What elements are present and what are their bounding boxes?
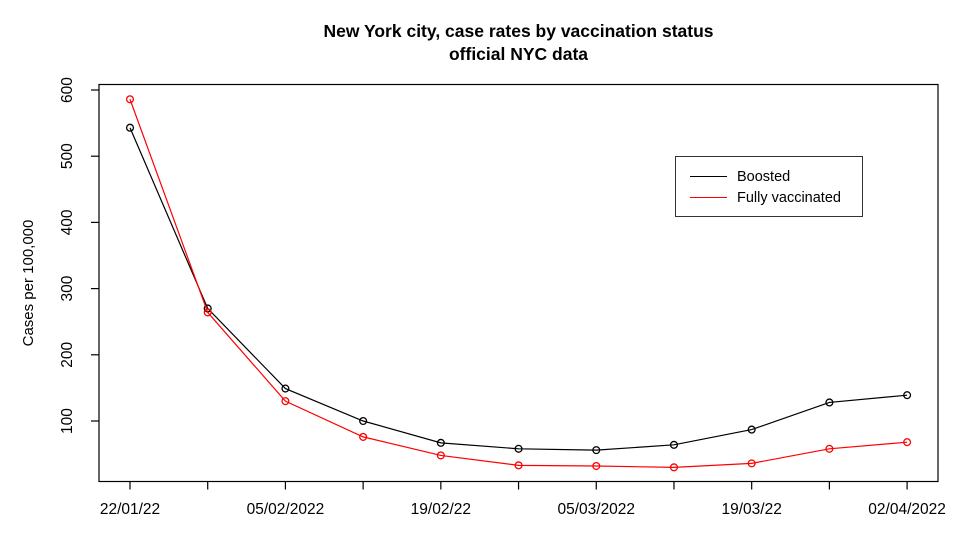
data-point [825,398,834,407]
y-tick-label: 100 [59,408,76,434]
chart-subtitle: official NYC data [448,43,589,64]
data-point [436,438,445,447]
data-point [825,444,834,453]
legend-label: Boosted [737,168,791,185]
data-point [669,463,679,472]
x-tick-label: 05/03/2022 [557,501,635,518]
data-point [125,123,135,132]
chart-title: New York city, case rates by vaccination… [323,21,714,41]
legend-line-sample-boosted [690,176,727,177]
data-point [592,461,601,471]
data-point [514,444,523,453]
legend-entry-boosted: Boosted [676,166,862,187]
data-point [436,451,445,460]
legend-line-sample-fully-vaccinated [690,197,727,198]
x-tick-label: 19/02/22 [411,501,471,518]
legend-box: Boosted Fully vaccinated [675,156,863,217]
data-point [903,391,912,400]
series-line-1 [129,99,908,468]
x-tick-label: 19/03/22 [722,501,782,518]
y-tick-label: 200 [59,341,76,367]
data-point [747,425,756,434]
x-tick-label: 22/01/22 [100,501,160,518]
data-point [281,397,290,406]
data-point [669,440,679,449]
data-point [747,459,756,468]
series-line-0 [129,127,908,451]
data-point [203,308,212,317]
data-point [359,432,368,441]
legend-label: Fully vaccinated [737,189,841,206]
x-tick-label: 02/04/2022 [868,501,946,518]
y-tick-label: 300 [59,275,76,301]
plot-border [98,83,939,483]
y-tick-label: 400 [59,209,76,235]
data-point [514,461,523,470]
chart-title-block: New York city, case rates by vaccination… [99,20,938,65]
y-tick-label: 500 [59,143,76,169]
y-tick-label: 600 [59,77,76,103]
x-tick-label: 05/02/2022 [247,501,325,518]
legend-entry-fully-vaccinated: Fully vaccinated [676,187,862,208]
data-point [359,416,368,426]
data-point [903,438,912,447]
data-point [281,384,290,393]
data-point [592,446,601,455]
data-point [125,95,135,104]
